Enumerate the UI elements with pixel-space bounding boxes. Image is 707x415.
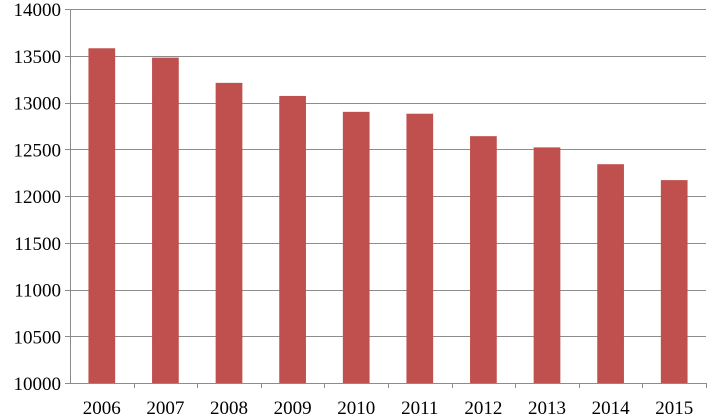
bar-2011 [406,113,434,383]
y-tick-label: 10500 [14,327,62,348]
x-tick-label: 2015 [655,398,693,415]
y-tick-label: 13000 [14,94,62,115]
bar-2012 [470,136,497,383]
y-tick-label: 11500 [14,234,61,255]
bar-2013 [533,147,561,383]
x-tick-label: 2012 [464,398,502,415]
bar-2014 [597,164,624,383]
x-tick-label: 2011 [401,398,438,415]
bar-2006 [88,48,116,384]
x-tick-label: 2010 [337,398,375,415]
x-tick-label: 2006 [83,398,121,415]
bar-2010 [342,111,370,383]
y-axis-tick-labels: 10000 10500 11000 11500 12000 12500 13000 13500… [14,0,62,395]
y-tick-label: 12500 [14,140,62,161]
y-tick-label: 14000 [14,0,62,21]
x-tick-label: 2013 [528,398,566,415]
y-tick-label: 13500 [14,47,62,68]
bar-2015 [660,180,688,383]
bar-2007 [152,57,179,384]
y-tick-label: 11000 [14,281,61,302]
x-tick-label: 2009 [274,398,312,415]
x-tick-label: 2008 [210,398,248,415]
y-tick-label: 12000 [14,187,62,208]
x-tick-label: 2007 [146,398,184,415]
x-axis-tick-labels: 2006 2007 2008 2009 2010 2011 2012 2013 2014 2015 [83,398,693,415]
y-tick-label: 10000 [14,374,62,395]
bars [88,48,688,384]
bar-2009 [279,95,306,383]
bar-2008 [215,82,243,384]
axes [65,9,707,388]
x-tick-label: 2014 [592,398,631,415]
